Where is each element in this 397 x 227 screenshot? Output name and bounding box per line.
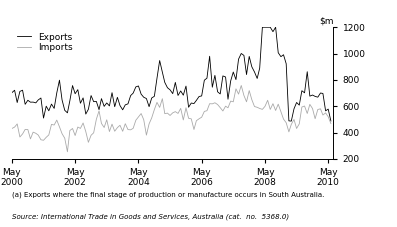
Legend: Exports, Imports: Exports, Imports: [16, 32, 73, 53]
Text: Source: International Trade in Goods and Services, Australia (cat.  no.  5368.0): Source: International Trade in Goods and…: [12, 213, 289, 220]
Line: Exports: Exports: [12, 27, 331, 121]
Line: Imports: Imports: [12, 86, 331, 152]
Text: $m: $m: [319, 17, 333, 26]
Text: (a) Exports where the final stage of production or manufacture occurs in South A: (a) Exports where the final stage of pro…: [12, 192, 324, 198]
